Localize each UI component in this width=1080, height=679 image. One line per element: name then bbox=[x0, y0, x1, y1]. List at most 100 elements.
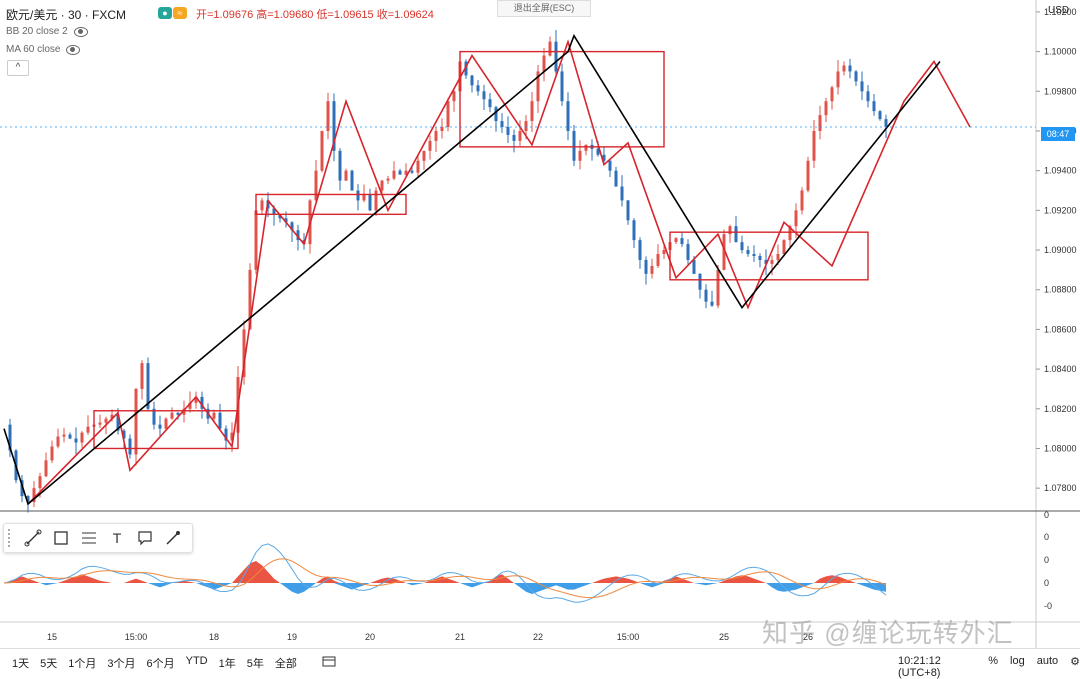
candle-body bbox=[278, 214, 282, 219]
x-tick-label: 21 bbox=[455, 632, 465, 642]
candle-body bbox=[350, 170, 354, 191]
candle-body bbox=[422, 150, 426, 161]
range-6m[interactable]: 6个月 bbox=[146, 658, 175, 670]
range-5d[interactable]: 5天 bbox=[40, 658, 58, 670]
indicator-bb-label: BB 20 close 2 bbox=[6, 26, 68, 37]
candle-body bbox=[548, 41, 552, 56]
drag-handle[interactable] bbox=[8, 529, 16, 547]
candle-body bbox=[596, 148, 600, 155]
stroke-zigzag-line bbox=[27, 39, 971, 505]
bottom-bar: 1天 5天 1个月 3个月 6个月 YTD 1年 5年 全部 10:21:12 … bbox=[0, 648, 1080, 679]
indicator-ma-label: MA 60 close bbox=[6, 44, 61, 55]
eye-icon[interactable] bbox=[66, 44, 81, 55]
auto-toggle[interactable]: auto bbox=[1036, 655, 1059, 667]
candle-body bbox=[56, 436, 60, 447]
range-5y[interactable]: 5年 bbox=[246, 658, 264, 670]
candle-body bbox=[518, 130, 522, 141]
log-toggle[interactable]: log bbox=[1010, 655, 1025, 667]
candle-body bbox=[158, 424, 162, 429]
indicator-ma[interactable]: MA 60 close bbox=[6, 44, 81, 55]
candle-body bbox=[356, 190, 360, 201]
macd-tick-label: 0 bbox=[1044, 532, 1049, 542]
range-ytd[interactable]: YTD bbox=[185, 655, 208, 667]
goto-date-icon[interactable] bbox=[322, 655, 336, 671]
candle-body bbox=[602, 154, 606, 161]
candle-body bbox=[326, 101, 330, 131]
line-tool-icon[interactable] bbox=[22, 527, 44, 549]
settings-gear-icon[interactable]: ⚙ bbox=[1070, 656, 1080, 668]
y-tick-label: 1.08800 bbox=[1044, 285, 1077, 295]
candle-body bbox=[680, 238, 684, 245]
y-tick-label: 1.08200 bbox=[1044, 404, 1077, 414]
x-tick-label: 15 bbox=[47, 632, 57, 642]
rectangle-tool-icon[interactable] bbox=[50, 527, 72, 549]
candle-body bbox=[224, 428, 228, 441]
text-tool-icon[interactable]: T bbox=[112, 530, 122, 546]
candle-body bbox=[428, 140, 432, 151]
candle-body bbox=[530, 101, 534, 122]
macd-tick-label: -0 bbox=[1044, 601, 1052, 611]
y-tick-label: 1.09000 bbox=[1044, 245, 1077, 255]
range-1m[interactable]: 1个月 bbox=[68, 658, 97, 670]
fib-tool-icon[interactable] bbox=[78, 527, 100, 549]
exit-fullscreen-button[interactable]: 退出全屏(ESC) bbox=[497, 0, 591, 17]
pivot-box bbox=[255, 193, 407, 216]
candle-body bbox=[110, 414, 114, 419]
candle-body bbox=[74, 438, 78, 443]
candle-body bbox=[116, 414, 120, 431]
candle-body bbox=[68, 434, 72, 439]
candle-body bbox=[290, 222, 294, 231]
candle-body bbox=[20, 480, 24, 497]
candle-body bbox=[320, 130, 324, 171]
callout-tool-icon[interactable] bbox=[134, 527, 156, 549]
macd-tick-label: 0 bbox=[1044, 510, 1049, 520]
range-selector: 1天 5天 1个月 3个月 6个月 YTD 1年 5年 全部 bbox=[12, 655, 336, 671]
candle-body bbox=[134, 388, 138, 455]
candle-body bbox=[188, 402, 192, 409]
clock[interactable]: 10:21:12 (UTC+8) bbox=[898, 655, 941, 679]
candle-body bbox=[404, 170, 408, 175]
range-1d[interactable]: 1天 bbox=[12, 658, 30, 670]
candle-body bbox=[338, 150, 342, 181]
candle-body bbox=[368, 194, 372, 211]
candle-body bbox=[260, 200, 264, 211]
pivot-box bbox=[459, 50, 665, 148]
candle-body bbox=[500, 121, 504, 128]
candle-body bbox=[578, 150, 582, 161]
range-1y[interactable]: 1年 bbox=[218, 658, 236, 670]
market-status-icon: ● bbox=[158, 7, 172, 19]
macd-dea-line bbox=[3, 558, 887, 599]
candle-body bbox=[728, 226, 732, 235]
eye-icon[interactable] bbox=[73, 26, 88, 37]
collapse-indicators-button[interactable]: ^ bbox=[7, 60, 29, 76]
candle-body bbox=[806, 160, 810, 191]
candle-body bbox=[704, 289, 708, 302]
candle-body bbox=[446, 101, 450, 128]
candle-body bbox=[140, 363, 144, 389]
candle-body bbox=[50, 446, 54, 461]
candle-body bbox=[62, 434, 66, 437]
candle-body bbox=[32, 488, 36, 503]
candle-body bbox=[296, 230, 300, 241]
candle-body bbox=[626, 200, 630, 221]
percent-toggle[interactable]: % bbox=[988, 655, 999, 667]
candle-body bbox=[176, 412, 180, 415]
indicator-bb[interactable]: BB 20 close 2 bbox=[6, 26, 88, 37]
y-tick-label: 1.10200 bbox=[1044, 7, 1077, 17]
candle-body bbox=[560, 71, 564, 102]
candle-body bbox=[314, 170, 318, 201]
y-tick-label: 1.08000 bbox=[1044, 443, 1077, 453]
x-tick-label: 18 bbox=[209, 632, 219, 642]
candle-body bbox=[182, 408, 186, 415]
candle-body bbox=[830, 87, 834, 102]
range-all[interactable]: 全部 bbox=[274, 658, 297, 670]
x-tick-label: 25 bbox=[719, 632, 729, 642]
candle-body bbox=[98, 422, 102, 425]
bottom-right: 10:21:12 (UTC+8) % log auto ⚙ bbox=[898, 655, 1080, 679]
brush-tool-icon[interactable] bbox=[162, 527, 184, 549]
candle-body bbox=[398, 170, 402, 175]
candle-body bbox=[452, 91, 456, 102]
candle-body bbox=[872, 101, 876, 112]
range-3m[interactable]: 3个月 bbox=[107, 658, 136, 670]
